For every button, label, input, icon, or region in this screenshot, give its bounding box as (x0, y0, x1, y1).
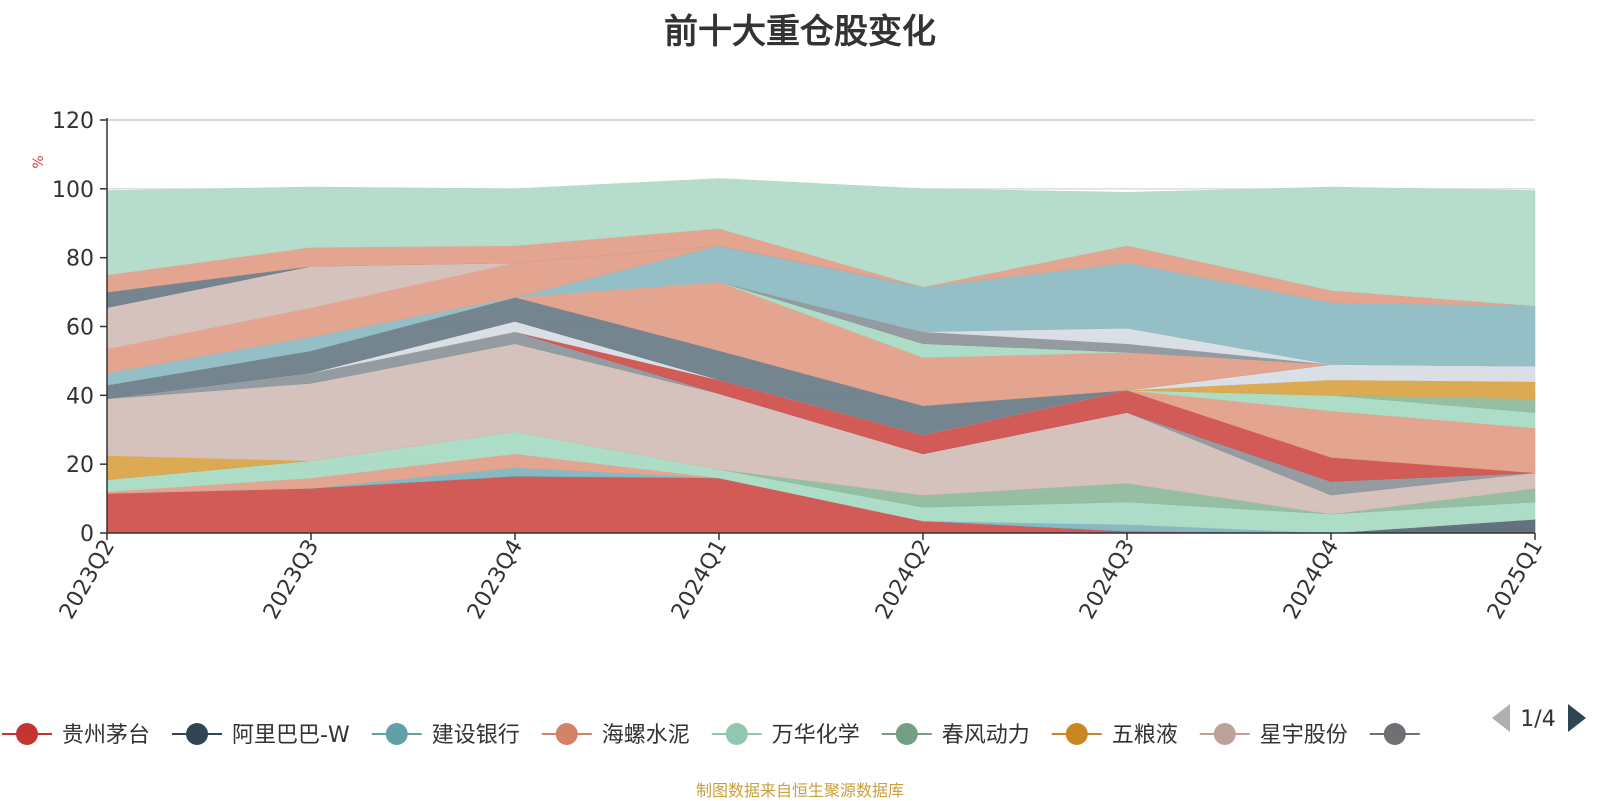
y-tick-label: 120 (52, 109, 94, 134)
legend-item[interactable]: 贵州茅台 (2, 723, 150, 748)
legend-circle-marker (895, 723, 918, 745)
x-tick-label: 2023Q3 (259, 536, 324, 624)
legend-page-indicator: 1/4 (1520, 707, 1555, 732)
y-tick-label: 40 (66, 384, 94, 409)
legend-pager: 1/4 (1492, 704, 1586, 732)
legend-circle-marker (16, 723, 38, 745)
legend-label: 五粮液 (1112, 723, 1178, 748)
x-tick-label: 2024Q2 (871, 536, 936, 624)
legend-item[interactable]: 春风动力 (881, 723, 1030, 748)
legend-circle-marker (186, 723, 209, 745)
legend-item[interactable]: 星宇股份 (1199, 723, 1348, 748)
legend-circle-marker (1213, 723, 1236, 745)
y-tick-labels: 0 20 40 60 80 100 120 (52, 109, 107, 547)
x-tick-labels: 2023Q2 2023Q3 2023Q4 2024Q1 2024Q2 2024Q3 2024… (55, 533, 1548, 624)
legend-prev-page-icon[interactable] (1492, 704, 1510, 732)
x-tick-label: 2025Q1 (1483, 536, 1548, 624)
x-tick-label: 2024Q3 (1075, 536, 1140, 624)
legend-circle-marker (1383, 723, 1406, 745)
legend-next-page-icon[interactable] (1568, 704, 1586, 732)
legend-label: 海螺水泥 (602, 723, 690, 748)
legend-item[interactable]: 阿里巴巴-W (172, 723, 350, 748)
legend-circle-marker (385, 723, 408, 745)
legend-label: 春风动力 (942, 723, 1030, 748)
legend-label: 建设银行 (432, 723, 520, 748)
legend-circle-marker (555, 723, 578, 745)
y-tick-label: 100 (52, 178, 94, 203)
x-tick-label: 2023Q2 (55, 536, 120, 624)
y-axis-unit-label: % (31, 155, 47, 168)
y-tick-label: 80 (66, 247, 94, 272)
legend-circle-marker (1065, 723, 1088, 745)
x-tick-label: 2024Q1 (667, 536, 732, 624)
legend-item[interactable]: 建设银行 (371, 723, 520, 748)
legend-item[interactable]: 五粮液 (1051, 723, 1178, 748)
area-series-layer (106, 178, 1536, 534)
area-series-25 (106, 178, 1536, 307)
legend-item[interactable]: 海螺水泥 (541, 723, 690, 748)
y-tick-label: 20 (66, 453, 94, 478)
legend: 贵州茅台 阿里巴巴-W 建设银行 海螺水泥 万华化学 春风动力 五粮液 星宇股份 (2, 723, 1420, 748)
x-tick-label: 2024Q4 (1279, 536, 1344, 624)
x-tick-label: 2023Q4 (463, 536, 528, 624)
legend-label: 万华化学 (772, 723, 860, 748)
chart-title: 前十大重仓股变化 (664, 12, 936, 52)
legend-label: 阿里巴巴-W (232, 723, 350, 748)
legend-item[interactable] (1369, 723, 1420, 745)
data-source-note: 制图数据来自恒生聚源数据库 (695, 781, 904, 800)
legend-item[interactable]: 万华化学 (711, 723, 860, 748)
legend-label: 贵州茅台 (62, 723, 150, 748)
legend-circle-marker (725, 723, 748, 745)
legend-label: 星宇股份 (1260, 723, 1348, 748)
y-tick-label: 60 (66, 316, 94, 341)
y-tick-label: 0 (80, 522, 94, 547)
